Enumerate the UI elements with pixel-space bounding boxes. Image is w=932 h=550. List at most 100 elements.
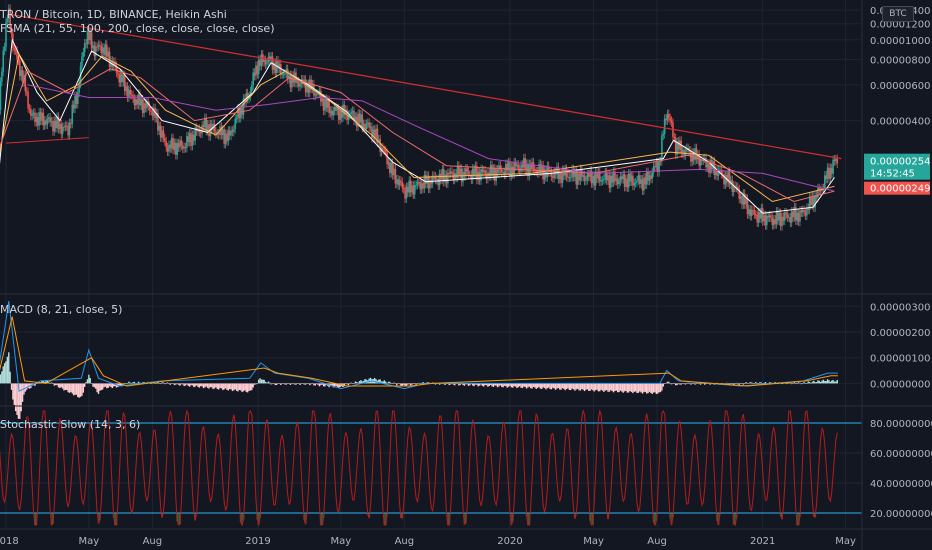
macd-hist-bar (286, 383, 289, 384)
macd-hist-bar (817, 380, 819, 384)
candle-body (655, 162, 658, 168)
macd-hist-bar (68, 383, 71, 393)
candle-body (801, 209, 804, 213)
macd-hist-bar (742, 383, 745, 385)
macd-hist-bar (335, 383, 337, 386)
macd-hist-bar (634, 383, 637, 392)
candle-body (498, 165, 500, 174)
macd-hist-bar (822, 379, 825, 384)
candle-body (632, 175, 634, 186)
candle-body (175, 142, 177, 155)
candle-body (249, 91, 252, 97)
candle-body (471, 168, 474, 180)
macd-hist-bar (158, 383, 160, 384)
macd-pane[interactable] (0, 301, 838, 419)
candle-body (404, 189, 406, 199)
candle-body (698, 154, 700, 166)
main-price-pane[interactable] (0, 4, 842, 231)
stochastic-pane[interactable] (0, 409, 862, 527)
macd-hist-bar (263, 379, 265, 384)
candle-body (52, 121, 54, 132)
macd-hist-bar (636, 383, 638, 394)
macd-hist-bar (270, 383, 272, 385)
macd-hist-bar (759, 382, 761, 384)
macd-hist-bar (27, 383, 29, 389)
macd-hist-bar (6, 356, 9, 384)
candle-body (350, 112, 353, 115)
candle-body (43, 120, 46, 126)
candle-body (401, 181, 404, 188)
macd-hist-bar (716, 382, 718, 384)
candle-body (525, 163, 528, 171)
candle-body (696, 154, 699, 160)
candle-body (146, 101, 148, 108)
candle-body (264, 59, 267, 65)
macd-hist-bar (317, 383, 319, 385)
support-trendline[interactable] (5, 137, 89, 144)
candle-body (571, 169, 573, 178)
stochastic-legend[interactable]: Stochastic Slow (14, 3, 6) (0, 418, 141, 431)
candle-body (273, 62, 275, 70)
macd-hist-bar (567, 383, 569, 389)
macd-hist-bar (324, 383, 326, 387)
candle-body (449, 171, 452, 174)
macd-hist-bar (110, 383, 112, 388)
candle-body (781, 216, 783, 227)
macd-hist-bar (692, 383, 695, 384)
macd-hist-bar (487, 383, 489, 387)
candle-body (561, 169, 564, 183)
candle-body (775, 211, 778, 225)
candle-body (299, 83, 301, 87)
macd-hist-bar (59, 383, 61, 389)
candle-body (644, 177, 647, 185)
candle-body (674, 138, 677, 155)
macd-y-tick-label: 0.00000000 (870, 379, 930, 390)
macd-hist-bar (180, 383, 183, 385)
macd-hist-bar (106, 383, 108, 389)
macd-hist-bar (198, 383, 201, 388)
oversold-segment (194, 513, 197, 521)
macd-hist-bar (249, 383, 252, 391)
candle-body (187, 136, 190, 142)
macd-hist-bar (724, 383, 727, 385)
macd-hist-bar (383, 380, 386, 384)
candle-body (239, 107, 242, 118)
macd-hist-bar (828, 380, 830, 384)
macd-hist-bar (538, 383, 540, 388)
candle-body (764, 215, 767, 226)
candle-body (204, 117, 206, 127)
candle-body (365, 124, 368, 130)
macd-hist-bar (318, 383, 321, 387)
macd-legend[interactable]: MACD (8, 21, close, 5) (0, 303, 123, 316)
macd-hist-bar (402, 383, 405, 385)
candle-body (159, 125, 162, 138)
candle-body (246, 93, 249, 99)
macd-hist-bar (209, 383, 212, 388)
macd-hist-bar (248, 383, 250, 391)
macd-hist-bar (559, 383, 561, 390)
macd-hist-bar (735, 382, 738, 384)
currency-label[interactable]: BTC (882, 6, 914, 22)
candle-body (325, 98, 328, 108)
candle-body (552, 176, 554, 178)
candle-body (324, 98, 326, 111)
macd-hist-bar (593, 383, 595, 392)
macd-hist-bar (67, 383, 69, 393)
candle-body (815, 195, 818, 198)
candle-body (614, 171, 616, 181)
fsma-legend[interactable]: FSMA (21, 55, 100, 200, close, close, cl… (0, 22, 275, 35)
macd-hist-bar (299, 383, 301, 385)
macd-hist-bar (126, 383, 129, 384)
macd-hist-bar (101, 383, 104, 390)
chart-title[interactable]: TRON / Bitcoin, 1D, BINANCE, Heikin Ashi (0, 8, 227, 21)
candle-body (795, 207, 797, 221)
macd-hist-bar (833, 381, 836, 384)
oversold-segment (383, 513, 386, 525)
candle-body (122, 75, 125, 83)
candle-body (234, 118, 237, 129)
candle-body (405, 186, 408, 199)
descending-trendline[interactable] (7, 13, 842, 160)
candle-body (224, 133, 227, 144)
macd-hist-bar (373, 377, 376, 384)
